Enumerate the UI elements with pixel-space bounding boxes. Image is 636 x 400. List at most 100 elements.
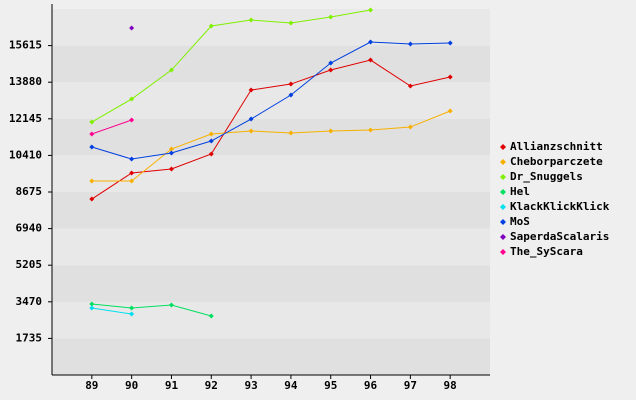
data-point xyxy=(288,130,294,136)
legend-marker xyxy=(500,204,506,210)
y-tick-label: 10410 xyxy=(9,148,42,161)
legend-label: MoS xyxy=(510,215,530,228)
data-point xyxy=(129,311,135,317)
data-point xyxy=(168,150,174,156)
plot-band xyxy=(52,118,490,156)
data-point xyxy=(368,57,374,63)
data-point xyxy=(248,17,254,23)
data-point xyxy=(288,92,294,98)
data-point xyxy=(168,67,174,73)
data-point xyxy=(248,87,254,93)
data-point xyxy=(208,138,214,144)
series-line xyxy=(91,303,212,317)
data-point xyxy=(89,301,95,307)
series-line xyxy=(91,110,451,182)
y-tick-label: 5205 xyxy=(16,258,43,271)
data-point xyxy=(129,178,135,184)
legend-label: KlackKlickKlick xyxy=(510,200,610,213)
plot-band xyxy=(52,155,490,192)
x-tick-label: 92 xyxy=(205,379,218,392)
y-tick-label: 8675 xyxy=(16,185,43,198)
data-point xyxy=(129,117,135,123)
plot-band xyxy=(52,228,490,266)
x-tick-label: 98 xyxy=(444,379,457,392)
data-point xyxy=(208,23,214,29)
y-tick-label: 3470 xyxy=(16,295,43,308)
x-tick-label: 97 xyxy=(404,379,417,392)
legend-marker xyxy=(500,219,506,225)
x-tick-label: 96 xyxy=(364,379,378,392)
data-point xyxy=(208,131,214,137)
legend-marker xyxy=(500,174,506,180)
series-line xyxy=(91,41,451,160)
data-point xyxy=(168,302,174,308)
legend-marker xyxy=(500,159,506,165)
data-point xyxy=(447,108,453,114)
data-point xyxy=(368,7,374,13)
data-point xyxy=(89,196,95,202)
data-point xyxy=(288,81,294,87)
plot-band xyxy=(52,338,490,375)
data-point xyxy=(447,40,453,46)
plot-band xyxy=(52,9,490,46)
data-point xyxy=(368,39,374,45)
data-point xyxy=(89,178,95,184)
x-tick-label: 89 xyxy=(85,379,98,392)
plot-band xyxy=(52,265,490,302)
series-line xyxy=(91,59,451,200)
plot-band xyxy=(52,45,490,83)
data-point xyxy=(407,83,413,89)
plot-band xyxy=(52,82,490,119)
plot-band xyxy=(52,192,490,229)
data-point xyxy=(328,14,334,20)
data-point xyxy=(129,96,135,102)
data-point xyxy=(407,124,413,130)
y-tick-label: 6940 xyxy=(16,222,43,235)
x-tick-label: 95 xyxy=(324,379,337,392)
data-point xyxy=(368,127,374,133)
y-tick-label: 15615 xyxy=(9,39,42,52)
data-point xyxy=(288,20,294,26)
legend-marker xyxy=(500,249,506,255)
legend-marker xyxy=(500,189,506,195)
y-tick-label: 1735 xyxy=(16,331,43,344)
data-point xyxy=(208,151,214,157)
legend-marker xyxy=(500,144,506,150)
x-tick-label: 90 xyxy=(125,379,138,392)
data-point xyxy=(129,25,135,31)
data-point xyxy=(89,119,95,125)
y-tick-label: 12145 xyxy=(9,112,42,125)
x-tick-label: 91 xyxy=(165,379,179,392)
legend-label: The_SyScara xyxy=(510,245,583,258)
legend-label: Allianzschnitt xyxy=(510,140,603,153)
series-line xyxy=(91,307,132,315)
x-tick-label: 94 xyxy=(284,379,298,392)
data-point xyxy=(208,313,214,319)
legend-label: Hel xyxy=(510,185,530,198)
legend-marker xyxy=(500,234,506,240)
data-point xyxy=(248,116,254,122)
data-point xyxy=(168,146,174,152)
data-point xyxy=(328,60,334,66)
data-point xyxy=(248,128,254,134)
legend-label: Cheborparczete xyxy=(510,155,603,168)
legend-label: Dr_Snuggels xyxy=(510,170,583,183)
data-point xyxy=(89,131,95,137)
data-point xyxy=(447,74,453,80)
plot-band xyxy=(52,301,490,339)
data-point xyxy=(89,305,95,311)
data-point xyxy=(328,67,334,73)
legend-label: SaperdaScalaris xyxy=(510,230,609,243)
data-point xyxy=(129,170,135,176)
series-line xyxy=(91,119,132,135)
data-point xyxy=(129,156,135,162)
data-point xyxy=(129,305,135,311)
data-point xyxy=(168,166,174,172)
series-line xyxy=(91,9,371,123)
x-tick-label: 93 xyxy=(244,379,257,392)
data-point xyxy=(407,41,413,47)
data-point xyxy=(328,128,334,134)
y-tick-label: 13880 xyxy=(9,75,42,88)
data-point xyxy=(89,144,95,150)
